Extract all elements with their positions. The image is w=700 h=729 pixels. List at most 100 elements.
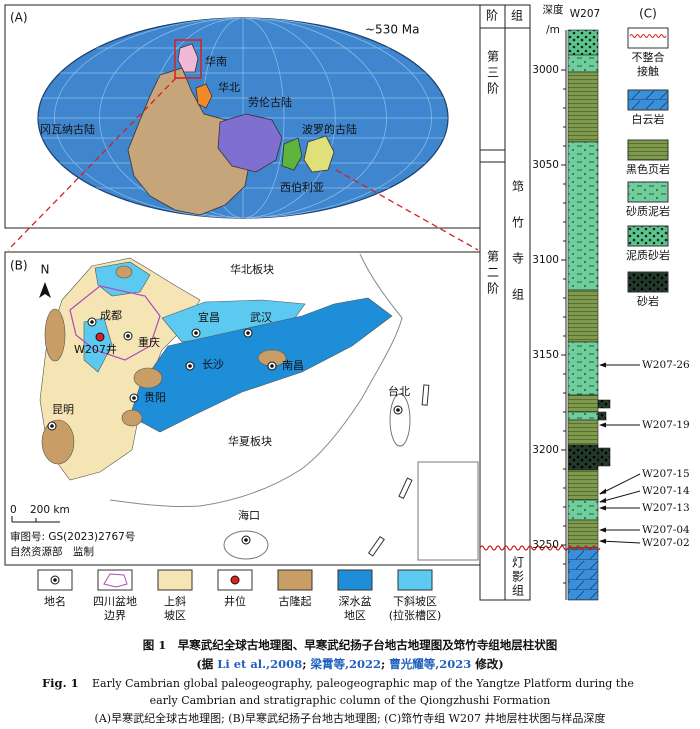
sample-label: W207-26 [642,359,690,371]
place-label: 昆明 [52,403,74,416]
formation: 筇竹寺组 [511,179,525,324]
stage: 第二阶 [486,250,500,298]
place-label: 台北 [388,384,410,398]
sample-arrow [599,473,641,495]
north-arrow [39,282,51,298]
scale-label: 0 [10,504,17,516]
legend-swatch [103,573,128,588]
place-label: W207井 [74,342,117,356]
sample-arrowhead [599,362,606,368]
legend-label: 砂岩 [637,294,659,308]
unconformity [479,545,601,551]
city-dot [50,424,54,428]
caption-text: 修改) [471,657,503,671]
citation: 梁霄等,2022 [309,657,381,671]
hainan [223,530,269,560]
place-label: 华北板块 [230,262,274,276]
formation: 灯影组 [511,556,525,598]
city-dot [188,364,192,368]
lithology-layer [567,341,599,396]
lithology-layer [567,419,599,446]
lithology-layer [567,499,599,521]
legend-label: 砂质泥岩 [626,204,670,218]
caption-en: Early Cambrian global paleogeography, pa… [92,677,634,690]
caption-title: 图 1 早寒武纪全球古地理图、早寒武纪扬子台地古地理图及筇竹寺组地层柱状图 [143,638,558,652]
legend-swatch [627,181,669,203]
place-label: 重庆 [138,335,160,349]
legend-swatch [627,225,669,247]
sample-label: W207-19 [642,419,690,431]
legend-swatch [627,27,669,49]
sample-arrowhead [599,505,606,511]
sample-arrowhead [599,497,606,503]
city-dot [194,331,198,335]
depth-tick-label: 3000 [532,64,559,76]
legend-label: 不整合 [632,50,665,64]
city-dot [90,320,94,324]
depth-tick-label: 3200 [532,444,559,456]
sample-label: W207-02 [642,537,690,549]
legend-swatch [337,569,373,591]
legend-label: (拉张槽区) [389,608,442,622]
caption-text: (据 [196,657,217,671]
place-label: 海口 [238,508,260,522]
well-marker [95,332,105,342]
caption-text: ; [381,657,389,671]
zoom-line [7,77,177,251]
legend-swatch [627,271,669,293]
legend-label: 下斜坡区 [393,595,437,608]
panel-label: (B) [10,259,28,273]
sample-label: W207-14 [642,485,690,497]
legend-swatch [53,578,57,582]
lithology-layer [567,54,599,73]
lithology-layer [567,547,599,601]
sandstone-lens [597,411,607,421]
lithology-layer [567,141,599,291]
city-dot [244,538,248,542]
caption-fig-label: Fig. 1 [42,676,79,690]
continents [127,43,335,216]
lithology-layer [567,29,599,56]
caption-en: early Cambrian and stratigraphic column … [150,694,551,707]
sample-label: W207-04 [642,524,690,536]
caption-source: (据 Li et al.,2008; 梁霄等,2022; 曹光耀等,2023 修… [196,657,503,671]
map-label: 华南 [205,54,227,68]
legend-label: 地名 [44,594,66,608]
legend-label: 泥质砂岩 [626,248,670,262]
city-dot [396,408,400,412]
city-dot [132,396,136,400]
caption-text: ; [302,657,310,671]
legend-swatch [277,569,313,591]
place-label: 长沙 [202,358,224,371]
scale-label: 200 km [30,504,70,516]
legend-swatch [397,569,433,591]
map-label: 冈瓦纳古陆 [40,122,95,136]
legend-label: 坡区 [164,609,186,622]
taiwan [389,393,411,447]
map-label: 西伯利亚 [280,180,324,194]
place-label: 宜昌 [198,310,220,324]
map-label: 波罗的古陆 [302,122,357,136]
depth-header: /m [546,24,560,36]
sample-label: W207-15 [642,468,690,480]
panel-label: (C) [639,7,657,21]
depth-tick-label: 3150 [532,349,559,361]
inset [417,461,479,561]
sample-arrow [599,540,641,544]
legend-swatch [629,34,667,38]
sample-arrowhead [599,422,606,428]
depth-header: 深度 [543,3,564,16]
city-dot [270,364,274,368]
caption-panels: (A)早寒武纪全球古地理图; (B)早寒武纪扬子台地古地理图; (C)筇竹寺组 … [95,711,606,725]
lithology-layer [567,71,599,143]
sample-arrow [599,490,641,503]
map-label: 劳伦古陆 [248,95,292,109]
depth-tick-label: 3050 [532,159,559,171]
stage-header: 阶 [486,9,498,23]
sample-arrowhead [599,527,606,533]
legend-label: 边界 [104,609,126,622]
study-box [174,39,202,79]
legend-label: 古隆起 [279,594,312,608]
legend-swatch [230,575,240,585]
